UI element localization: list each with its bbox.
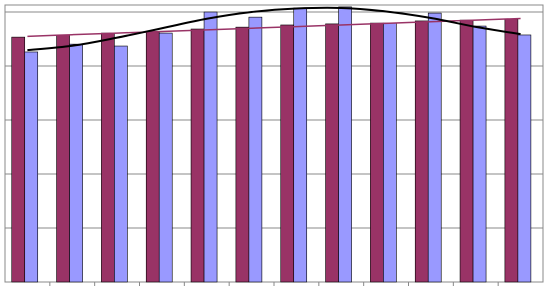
bar — [114, 45, 128, 283]
bar — [427, 12, 442, 283]
bar — [235, 26, 250, 283]
bar — [280, 24, 295, 283]
bar — [383, 22, 397, 283]
bar — [370, 22, 384, 283]
bar — [414, 20, 429, 283]
bar — [472, 25, 487, 283]
bar — [69, 43, 83, 283]
bar — [158, 32, 173, 283]
bar — [190, 28, 205, 283]
bar — [248, 16, 263, 283]
bar — [145, 31, 160, 283]
bar — [517, 34, 532, 283]
bar — [325, 23, 339, 283]
bar — [504, 18, 519, 283]
bar — [338, 6, 352, 283]
trend-line — [27, 6, 521, 52]
bar — [56, 34, 70, 283]
bar — [101, 32, 115, 283]
bar — [203, 11, 218, 283]
bar — [459, 19, 474, 283]
bar — [11, 36, 26, 283]
bar — [24, 51, 39, 283]
plot-area — [4, 4, 544, 283]
bar — [293, 7, 308, 283]
trend-line — [27, 17, 521, 38]
